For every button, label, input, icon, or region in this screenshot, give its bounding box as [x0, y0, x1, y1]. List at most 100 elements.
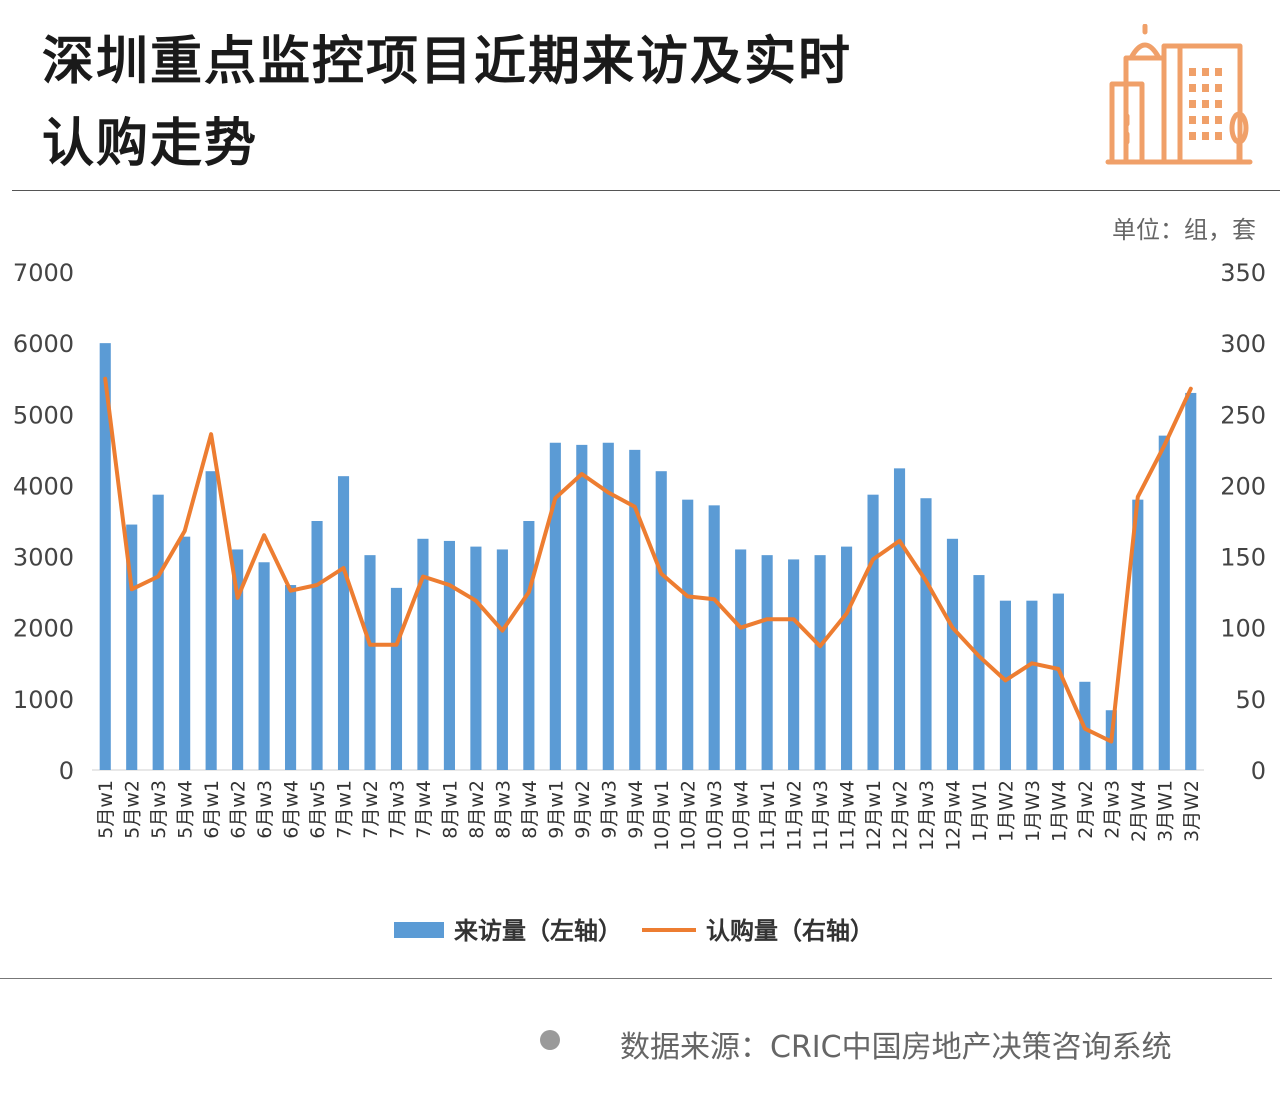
- y-left-tick-label: 4000: [13, 472, 74, 500]
- x-tick-label: 7月w2: [360, 780, 382, 839]
- x-tick-label: 2月w3: [1101, 780, 1123, 839]
- point-subscriptions: [262, 533, 266, 537]
- bar-visits: [311, 521, 323, 770]
- point-subscriptions: [606, 491, 610, 495]
- point-subscriptions: [659, 572, 663, 576]
- x-tick-label: 12月w4: [942, 780, 964, 851]
- bar-visits: [443, 540, 455, 770]
- bar-visits: [523, 521, 535, 770]
- point-subscriptions: [553, 496, 557, 500]
- point-subscriptions: [580, 472, 584, 476]
- y-left-tick-label: 2000: [13, 615, 74, 643]
- bar-visits: [417, 538, 429, 770]
- x-tick-label: 2月w2: [1075, 780, 1097, 839]
- point-subscriptions: [1083, 727, 1087, 731]
- city-buildings-icon: [1105, 24, 1253, 165]
- point-subscriptions: [712, 597, 716, 601]
- x-tick-label: 8月w4: [519, 780, 541, 839]
- point-subscriptions: [421, 574, 425, 578]
- x-tick-label: 11月w1: [757, 780, 779, 851]
- unit-label: 单位：组，套: [1112, 216, 1256, 244]
- bar-visits: [152, 494, 164, 770]
- x-tick-label: 1月W2: [995, 780, 1017, 842]
- y-right-tick-label: 100: [1220, 615, 1266, 643]
- x-tick-label: 6月w3: [254, 780, 276, 839]
- bar-visits: [496, 549, 508, 770]
- bar-visits: [973, 575, 985, 770]
- point-subscriptions: [130, 587, 134, 591]
- bar-visits: [708, 505, 720, 770]
- point-subscriptions: [845, 611, 849, 615]
- x-tick-label: 12月w2: [890, 780, 912, 851]
- x-tick-label: 7月w4: [413, 780, 435, 839]
- point-subscriptions: [209, 432, 213, 436]
- bar-visits: [841, 546, 853, 770]
- bar-visits: [1052, 593, 1064, 770]
- bar-visits: [99, 343, 111, 770]
- x-tick-label: 5月w2: [122, 780, 144, 839]
- bar-visits: [893, 468, 906, 770]
- bar-visits: [1132, 499, 1144, 770]
- x-tick-label: 9月w3: [598, 780, 620, 839]
- x-tick-label: 8月w2: [466, 780, 488, 839]
- bar-visits: [205, 471, 217, 770]
- x-tick-label: 2月W4: [1128, 780, 1150, 842]
- y-right-tick-label: 50: [1235, 686, 1266, 714]
- bar-visits: [1185, 392, 1197, 770]
- bar-visits: [470, 546, 482, 770]
- point-subscriptions: [739, 626, 743, 630]
- bar-visits: [232, 549, 244, 770]
- point-subscriptions: [183, 529, 187, 533]
- x-tick-label: 10月w4: [731, 780, 753, 851]
- x-tick-label: 9月w4: [625, 780, 647, 839]
- point-subscriptions: [871, 557, 875, 561]
- point-subscriptions: [156, 574, 160, 578]
- x-tick-label: 8月w1: [439, 780, 461, 839]
- x-tick-label: 7月w1: [334, 780, 356, 839]
- y-right-tick-label: 300: [1220, 330, 1266, 358]
- bar-visits: [814, 555, 826, 770]
- point-subscriptions: [1109, 740, 1113, 744]
- bar-visits: [999, 600, 1011, 770]
- x-tick-label: 5月w4: [175, 780, 197, 839]
- x-tick-label: 1月W3: [1022, 780, 1044, 842]
- point-subscriptions: [474, 599, 478, 603]
- x-tick-label: 9月w1: [545, 780, 567, 839]
- y-right-tick-label: 0: [1251, 757, 1266, 785]
- y-left-tick-label: 7000: [13, 259, 74, 287]
- x-tick-label: 8月w3: [492, 780, 514, 839]
- x-tick-label: 6月w1: [201, 780, 223, 839]
- bar-visits: [629, 449, 641, 770]
- bar-visits: [258, 562, 270, 770]
- bar-visits: [761, 555, 773, 770]
- x-tick-label: 10月w3: [704, 780, 726, 851]
- data-source: 数据来源：CRIC中国房地产决策咨询系统: [620, 1030, 1172, 1065]
- point-subscriptions: [236, 596, 240, 600]
- bar-visits: [549, 442, 561, 770]
- visits-subscriptions-chart: 0 1000 2000 3000 4000 5000 6000 7000 0 50 100 150 20…: [13, 259, 1266, 945]
- x-tick-label: 11月w3: [810, 780, 832, 851]
- point-subscriptions: [103, 377, 107, 381]
- page-title-line-2: 认购走势: [42, 114, 259, 174]
- point-subscriptions: [1189, 387, 1193, 391]
- y-left-tick-label: 1000: [13, 686, 74, 714]
- bar-visits: [867, 494, 879, 770]
- y-left-tick-label: 3000: [13, 544, 74, 572]
- bar-visits: [920, 498, 932, 770]
- bar-visits: [655, 471, 667, 770]
- bar-visits: [390, 587, 403, 770]
- header-divider: [12, 190, 1280, 191]
- point-subscriptions: [1056, 667, 1060, 671]
- x-tick-label: 7月w3: [386, 780, 408, 839]
- point-subscriptions: [527, 590, 531, 594]
- bar-visits: [735, 549, 747, 770]
- x-tick-label: 3月W1: [1154, 780, 1176, 842]
- legend-swatch-visits: [394, 922, 444, 938]
- bar-visits: [682, 499, 694, 770]
- x-tick-label: 6月w2: [228, 780, 250, 839]
- point-subscriptions: [633, 505, 637, 509]
- x-tick-label: 11月w2: [784, 780, 806, 851]
- bar-visits: [364, 555, 376, 770]
- point-subscriptions: [368, 643, 372, 647]
- point-subscriptions: [447, 583, 451, 587]
